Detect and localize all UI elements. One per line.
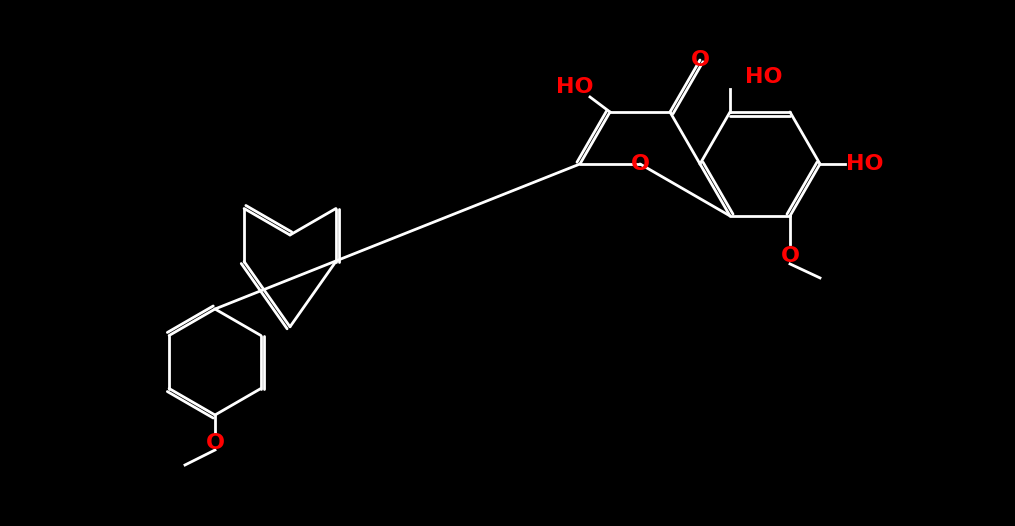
Text: O: O <box>630 154 650 174</box>
Text: O: O <box>690 50 709 70</box>
Text: HO: HO <box>556 77 594 97</box>
Text: HO: HO <box>745 67 783 87</box>
Text: O: O <box>781 246 800 266</box>
Text: HO: HO <box>847 154 884 174</box>
Text: O: O <box>205 433 224 453</box>
